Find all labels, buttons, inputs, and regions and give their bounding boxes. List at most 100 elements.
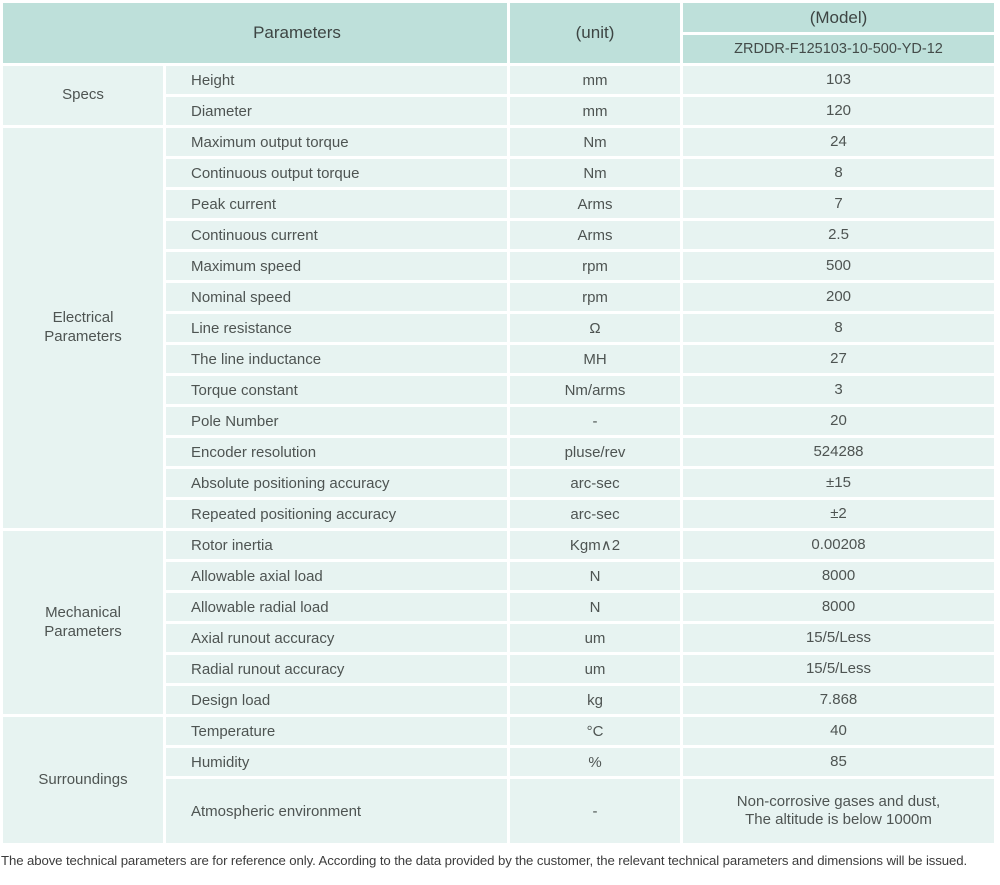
table-header: Parameters (unit) (Model) ZRDDR-F125103-… — [3, 3, 994, 63]
table-row: Encoder resolution pluse/rev 524288 — [3, 438, 994, 466]
category-cell: Specs — [3, 66, 163, 125]
value-cell: ±2 — [683, 500, 994, 528]
value-cell: 200 — [683, 283, 994, 311]
table-row: Axial runout accuracy um 15/5/Less — [3, 624, 994, 652]
unit-cell: mm — [510, 97, 680, 125]
category-cell: Mechanical Parameters — [3, 531, 163, 714]
table-row: Allowable radial load N 8000 — [3, 593, 994, 621]
table-row: Repeated positioning accuracy arc-sec ±2 — [3, 500, 994, 528]
unit-column-header: (unit) — [510, 3, 680, 63]
table-row: Continuous current Arms 2.5 — [3, 221, 994, 249]
parameter-cell: Allowable radial load — [166, 593, 507, 621]
unit-cell: Kgm∧2 — [510, 531, 680, 559]
value-cell: 24 — [683, 128, 994, 156]
value-cell: 8000 — [683, 562, 994, 590]
model-column-header: (Model) — [683, 3, 994, 32]
unit-cell: Nm — [510, 128, 680, 156]
unit-cell: arc-sec — [510, 469, 680, 497]
parameters-table: Parameters (unit) (Model) ZRDDR-F125103-… — [3, 3, 994, 843]
unit-cell: Arms — [510, 221, 680, 249]
unit-cell: um — [510, 624, 680, 652]
value-cell: 2.5 — [683, 221, 994, 249]
parameter-cell: Repeated positioning accuracy — [166, 500, 507, 528]
value-cell: 120 — [683, 97, 994, 125]
value-cell: Non-corrosive gases and dust, The altitu… — [683, 779, 994, 843]
parameter-cell: Absolute positioning accuracy — [166, 469, 507, 497]
parameter-cell: Axial runout accuracy — [166, 624, 507, 652]
unit-cell: rpm — [510, 283, 680, 311]
table-row: Atmospheric environment - Non-corrosive ga… — [3, 779, 994, 843]
table-row: Peak current Arms 7 — [3, 190, 994, 218]
value-cell: 85 — [683, 748, 994, 776]
parameter-cell: Height — [166, 66, 507, 94]
unit-cell: MH — [510, 345, 680, 373]
parameter-cell: Continuous current — [166, 221, 507, 249]
unit-cell: Nm/arms — [510, 376, 680, 404]
value-cell: 524288 — [683, 438, 994, 466]
parameter-cell: Diameter — [166, 97, 507, 125]
value-cell: 27 — [683, 345, 994, 373]
parameter-cell: Continuous output torque — [166, 159, 507, 187]
parameter-cell: Atmospheric environment — [166, 779, 507, 843]
unit-cell: °C — [510, 717, 680, 745]
parameter-cell: Peak current — [166, 190, 507, 218]
category-cell: Surroundings — [3, 717, 163, 843]
table-row: Allowable axial load N 8000 — [3, 562, 994, 590]
table-row: The line inductance MH 27 — [3, 345, 994, 373]
unit-cell: arc-sec — [510, 500, 680, 528]
unit-cell: Arms — [510, 190, 680, 218]
model-number: ZRDDR-F125103-10-500-YD-12 — [683, 35, 994, 63]
table-row: Continuous output torque Nm 8 — [3, 159, 994, 187]
table-body: Specs Height mm 103 Diameter mm 120 Electrical … — [3, 66, 994, 843]
unit-cell: pluse/rev — [510, 438, 680, 466]
value-cell: 500 — [683, 252, 994, 280]
unit-cell: Nm — [510, 159, 680, 187]
value-cell: 20 — [683, 407, 994, 435]
value-cell: 8 — [683, 314, 994, 342]
parameter-cell: Humidity — [166, 748, 507, 776]
parameter-cell: Torque constant — [166, 376, 507, 404]
table-row: Surroundings Temperature °C 40 — [3, 717, 994, 843]
table-row: Nominal speed rpm 200 — [3, 283, 994, 311]
table-row: Humidity% 85 — [3, 748, 994, 776]
table-row: Mechanical Parameters Rotor inertia Kgm∧2 0… — [3, 531, 994, 714]
parameter-cell: Radial runout accuracy — [166, 655, 507, 683]
table-row: Absolute positioning accuracy arc-sec ±15 — [3, 469, 994, 497]
unit-cell: um — [510, 655, 680, 683]
value-cell: 103 — [683, 66, 994, 94]
unit-cell: - — [510, 779, 680, 843]
parameter-cell: Pole Number — [166, 407, 507, 435]
value-cell: 8 — [683, 159, 994, 187]
table-row: Radial runout accuracy um 15/5/Less — [3, 655, 994, 683]
parameter-cell: Maximum output torque — [166, 128, 507, 156]
table-row: Diameter mm 120 — [3, 97, 994, 125]
unit-cell: % — [510, 748, 680, 776]
parameter-cell: Line resistance — [166, 314, 507, 342]
parameter-cell: Allowable axial load — [166, 562, 507, 590]
table-row: Specs Height mm 103 — [3, 66, 994, 125]
table-row: Design load kg 7.868 — [3, 686, 994, 714]
disclaimer-note: The above technical parameters are for r… — [1, 853, 968, 868]
value-cell: 3 — [683, 376, 994, 404]
table-row: Torque constant Nm/arms 3 — [3, 376, 994, 404]
value-cell: 7 — [683, 190, 994, 218]
value-cell: 15/5/Less — [683, 624, 994, 652]
table-row: Pole Number -20 — [3, 407, 994, 435]
value-cell: 7.868 — [683, 686, 994, 714]
parameter-cell: Nominal speed — [166, 283, 507, 311]
unit-cell: - — [510, 407, 680, 435]
value-cell: 15/5/Less — [683, 655, 994, 683]
parameter-cell: Maximum speed — [166, 252, 507, 280]
unit-cell: kg — [510, 686, 680, 714]
unit-cell: N — [510, 562, 680, 590]
unit-cell: Ω — [510, 314, 680, 342]
parameter-cell: The line inductance — [166, 345, 507, 373]
parameter-cell: Temperature — [166, 717, 507, 745]
table-row: Electrical Parameters Maximum output torq… — [3, 128, 994, 528]
value-cell: ±15 — [683, 469, 994, 497]
parameter-cell: Design load — [166, 686, 507, 714]
value-cell: 40 — [683, 717, 994, 745]
parameter-cell: Rotor inertia — [166, 531, 507, 559]
unit-cell: rpm — [510, 252, 680, 280]
